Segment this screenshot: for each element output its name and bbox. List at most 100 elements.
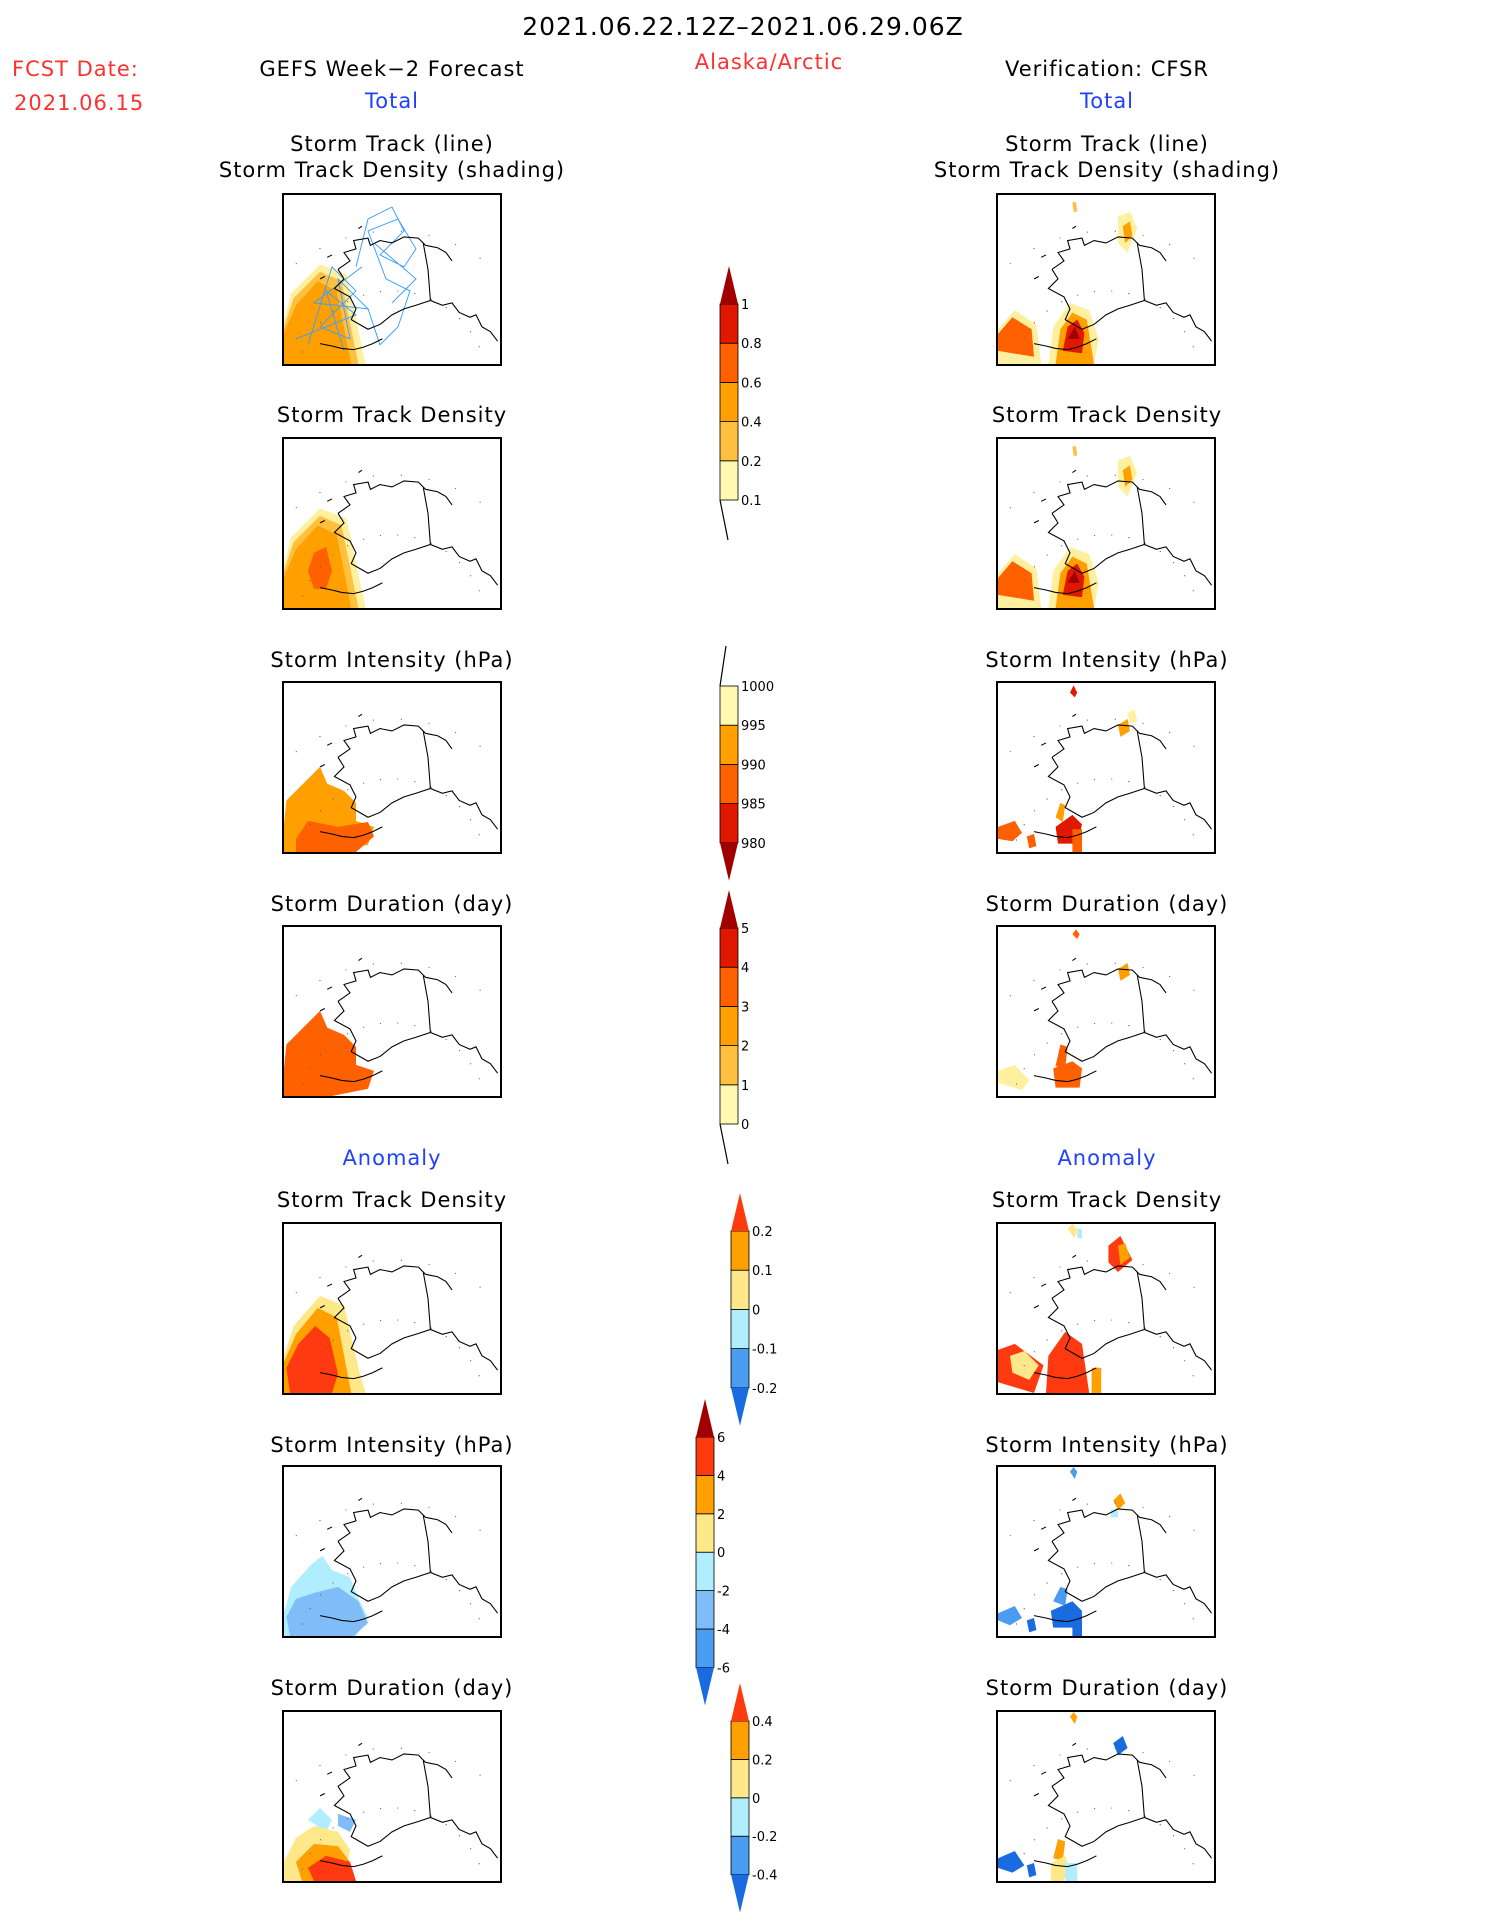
grid-dots bbox=[295, 1747, 481, 1870]
alaska-coastline bbox=[319, 1254, 499, 1380]
colorbar-tick-label: 0.4 bbox=[741, 416, 762, 431]
colorbar-segment bbox=[719, 421, 739, 462]
colorbar-tick-label: 0.2 bbox=[752, 1225, 773, 1240]
map-cfsr-density bbox=[996, 437, 1216, 610]
panel-title: Storm Track Density bbox=[276, 403, 508, 427]
shaded-region bbox=[308, 1807, 332, 1832]
grid-dots bbox=[295, 962, 481, 1085]
panel-title: Storm Track Density bbox=[991, 403, 1223, 427]
map-gefs-track bbox=[282, 193, 502, 366]
colorbar-tick-label: 0.1 bbox=[741, 494, 762, 509]
shaded-region bbox=[1046, 1331, 1090, 1393]
colorbar-tick-label: 980 bbox=[741, 837, 766, 852]
total-duration-colorbar: 0 1 2 3 4 5 bbox=[719, 890, 749, 1165]
shading bbox=[284, 766, 374, 852]
shaded-region bbox=[1118, 718, 1130, 737]
colorbar-tick-label: 0.2 bbox=[752, 1753, 773, 1768]
colorbar-segment bbox=[719, 460, 739, 501]
panel-title: Storm Track Density bbox=[276, 1188, 508, 1212]
shaded-region bbox=[308, 546, 332, 589]
colorbar-tick-label: 0 bbox=[752, 1303, 760, 1318]
alaska-coastline bbox=[319, 957, 499, 1083]
colorbar-tick-label: 0.2 bbox=[741, 455, 762, 470]
colorbar-segment bbox=[730, 1309, 750, 1350]
colorbar-under-triangle bbox=[696, 1667, 714, 1706]
shaded-region bbox=[1118, 962, 1130, 981]
shading bbox=[284, 508, 366, 608]
grid-dots bbox=[295, 474, 481, 597]
colorbar-tick-label: -0.4 bbox=[752, 1869, 777, 1884]
map-cfsr-track bbox=[996, 193, 1216, 366]
shaded-region bbox=[1070, 1712, 1078, 1724]
panel-title: Storm Track (line) bbox=[1005, 132, 1209, 156]
colorbar-tick-label: 1 bbox=[741, 1079, 749, 1094]
panel-title: Storm Duration (day) bbox=[985, 892, 1229, 916]
map-cfsr-density-anomaly bbox=[996, 1222, 1216, 1395]
shaded-region bbox=[1113, 1735, 1128, 1756]
grid-dots bbox=[1009, 1747, 1195, 1870]
shaded-region bbox=[1072, 202, 1078, 212]
panel-title: Storm Track Density bbox=[991, 1188, 1223, 1212]
shading bbox=[998, 1467, 1126, 1636]
colorbar-tick-label: 1 bbox=[741, 298, 749, 313]
shading bbox=[998, 202, 1138, 364]
shading bbox=[998, 446, 1138, 608]
colorbar-tick-label: 985 bbox=[741, 798, 766, 813]
panel-title: Storm Track Density (shading) bbox=[933, 158, 1281, 182]
colorbar-segment bbox=[719, 1006, 739, 1047]
panel-title: Storm Duration (day) bbox=[985, 1676, 1229, 1700]
colorbar-segment bbox=[730, 1759, 750, 1799]
anomaly-duration-colorbar: -0.4 -0.2 0 0.2 0.4 bbox=[730, 1683, 777, 1913]
alaska-coastline bbox=[1033, 469, 1213, 595]
colorbar-under-line bbox=[719, 1123, 729, 1165]
storm-track-lines bbox=[295, 206, 417, 351]
colorbar-tick-label: 0.4 bbox=[752, 1715, 773, 1730]
shaded-region bbox=[1072, 929, 1080, 939]
colorbar-segment bbox=[730, 1720, 750, 1760]
colorbar-segment bbox=[730, 1348, 750, 1389]
panel-title: Storm Duration (day) bbox=[270, 1676, 514, 1700]
colorbar-over-triangle bbox=[731, 1193, 749, 1231]
fcst-date-label: FCST Date: bbox=[12, 57, 139, 81]
shading bbox=[284, 1295, 366, 1393]
shaded-region bbox=[1070, 685, 1078, 698]
colorbar-segment bbox=[719, 303, 739, 344]
colorbar-over-triangle bbox=[720, 266, 738, 304]
colorbar-segment bbox=[719, 927, 739, 968]
shading bbox=[284, 1807, 356, 1881]
fcst-date: 2021.06.15 bbox=[14, 91, 145, 115]
colorbar-over-triangle bbox=[720, 890, 738, 928]
colorbar-tick-label: -4 bbox=[717, 1623, 730, 1638]
colorbar-tick-label: -2 bbox=[717, 1585, 730, 1600]
map-cfsr-intensity-anomaly bbox=[996, 1465, 1216, 1638]
colorbar-segment bbox=[719, 342, 739, 383]
colorbar-segment bbox=[719, 803, 739, 844]
map-gefs-duration-anomaly bbox=[282, 1710, 502, 1883]
shaded-region bbox=[1072, 446, 1078, 456]
shaded-region bbox=[1072, 829, 1082, 852]
colorbar-over-line bbox=[719, 645, 727, 687]
shaded-region bbox=[1118, 1243, 1130, 1265]
colorbar-tick-label: -0.2 bbox=[752, 1382, 777, 1397]
alaska-coastline bbox=[1033, 1254, 1213, 1380]
shaded-region bbox=[1053, 1586, 1068, 1607]
panel-title: Storm Intensity (hPa) bbox=[270, 648, 514, 672]
left-anomaly-label: Anomaly bbox=[342, 1146, 442, 1170]
colorbar-segment bbox=[730, 1230, 750, 1271]
alaska-coastline bbox=[319, 469, 499, 595]
colorbar-tick-label: 0 bbox=[741, 1118, 749, 1133]
colorbar-tick-label: 990 bbox=[741, 758, 766, 773]
colorbar-segment bbox=[719, 966, 739, 1007]
colorbar-under-line bbox=[719, 499, 729, 541]
total-density-colorbar: 0.1 0.2 0.4 0.6 0.8 1 bbox=[719, 266, 762, 541]
colorbar-tick-label: 3 bbox=[741, 1000, 749, 1015]
colorbar-tick-label: 0.8 bbox=[741, 337, 762, 352]
shaded-region bbox=[284, 281, 352, 364]
shaded-region bbox=[1050, 1855, 1070, 1881]
panel-title: Storm Track (line) bbox=[290, 132, 494, 156]
map-cfsr-duration bbox=[996, 925, 1216, 1098]
colorbar-segment bbox=[695, 1590, 715, 1630]
colorbar-tick-label: 4 bbox=[741, 961, 749, 976]
colorbar-tick-label: 2 bbox=[741, 1040, 749, 1055]
